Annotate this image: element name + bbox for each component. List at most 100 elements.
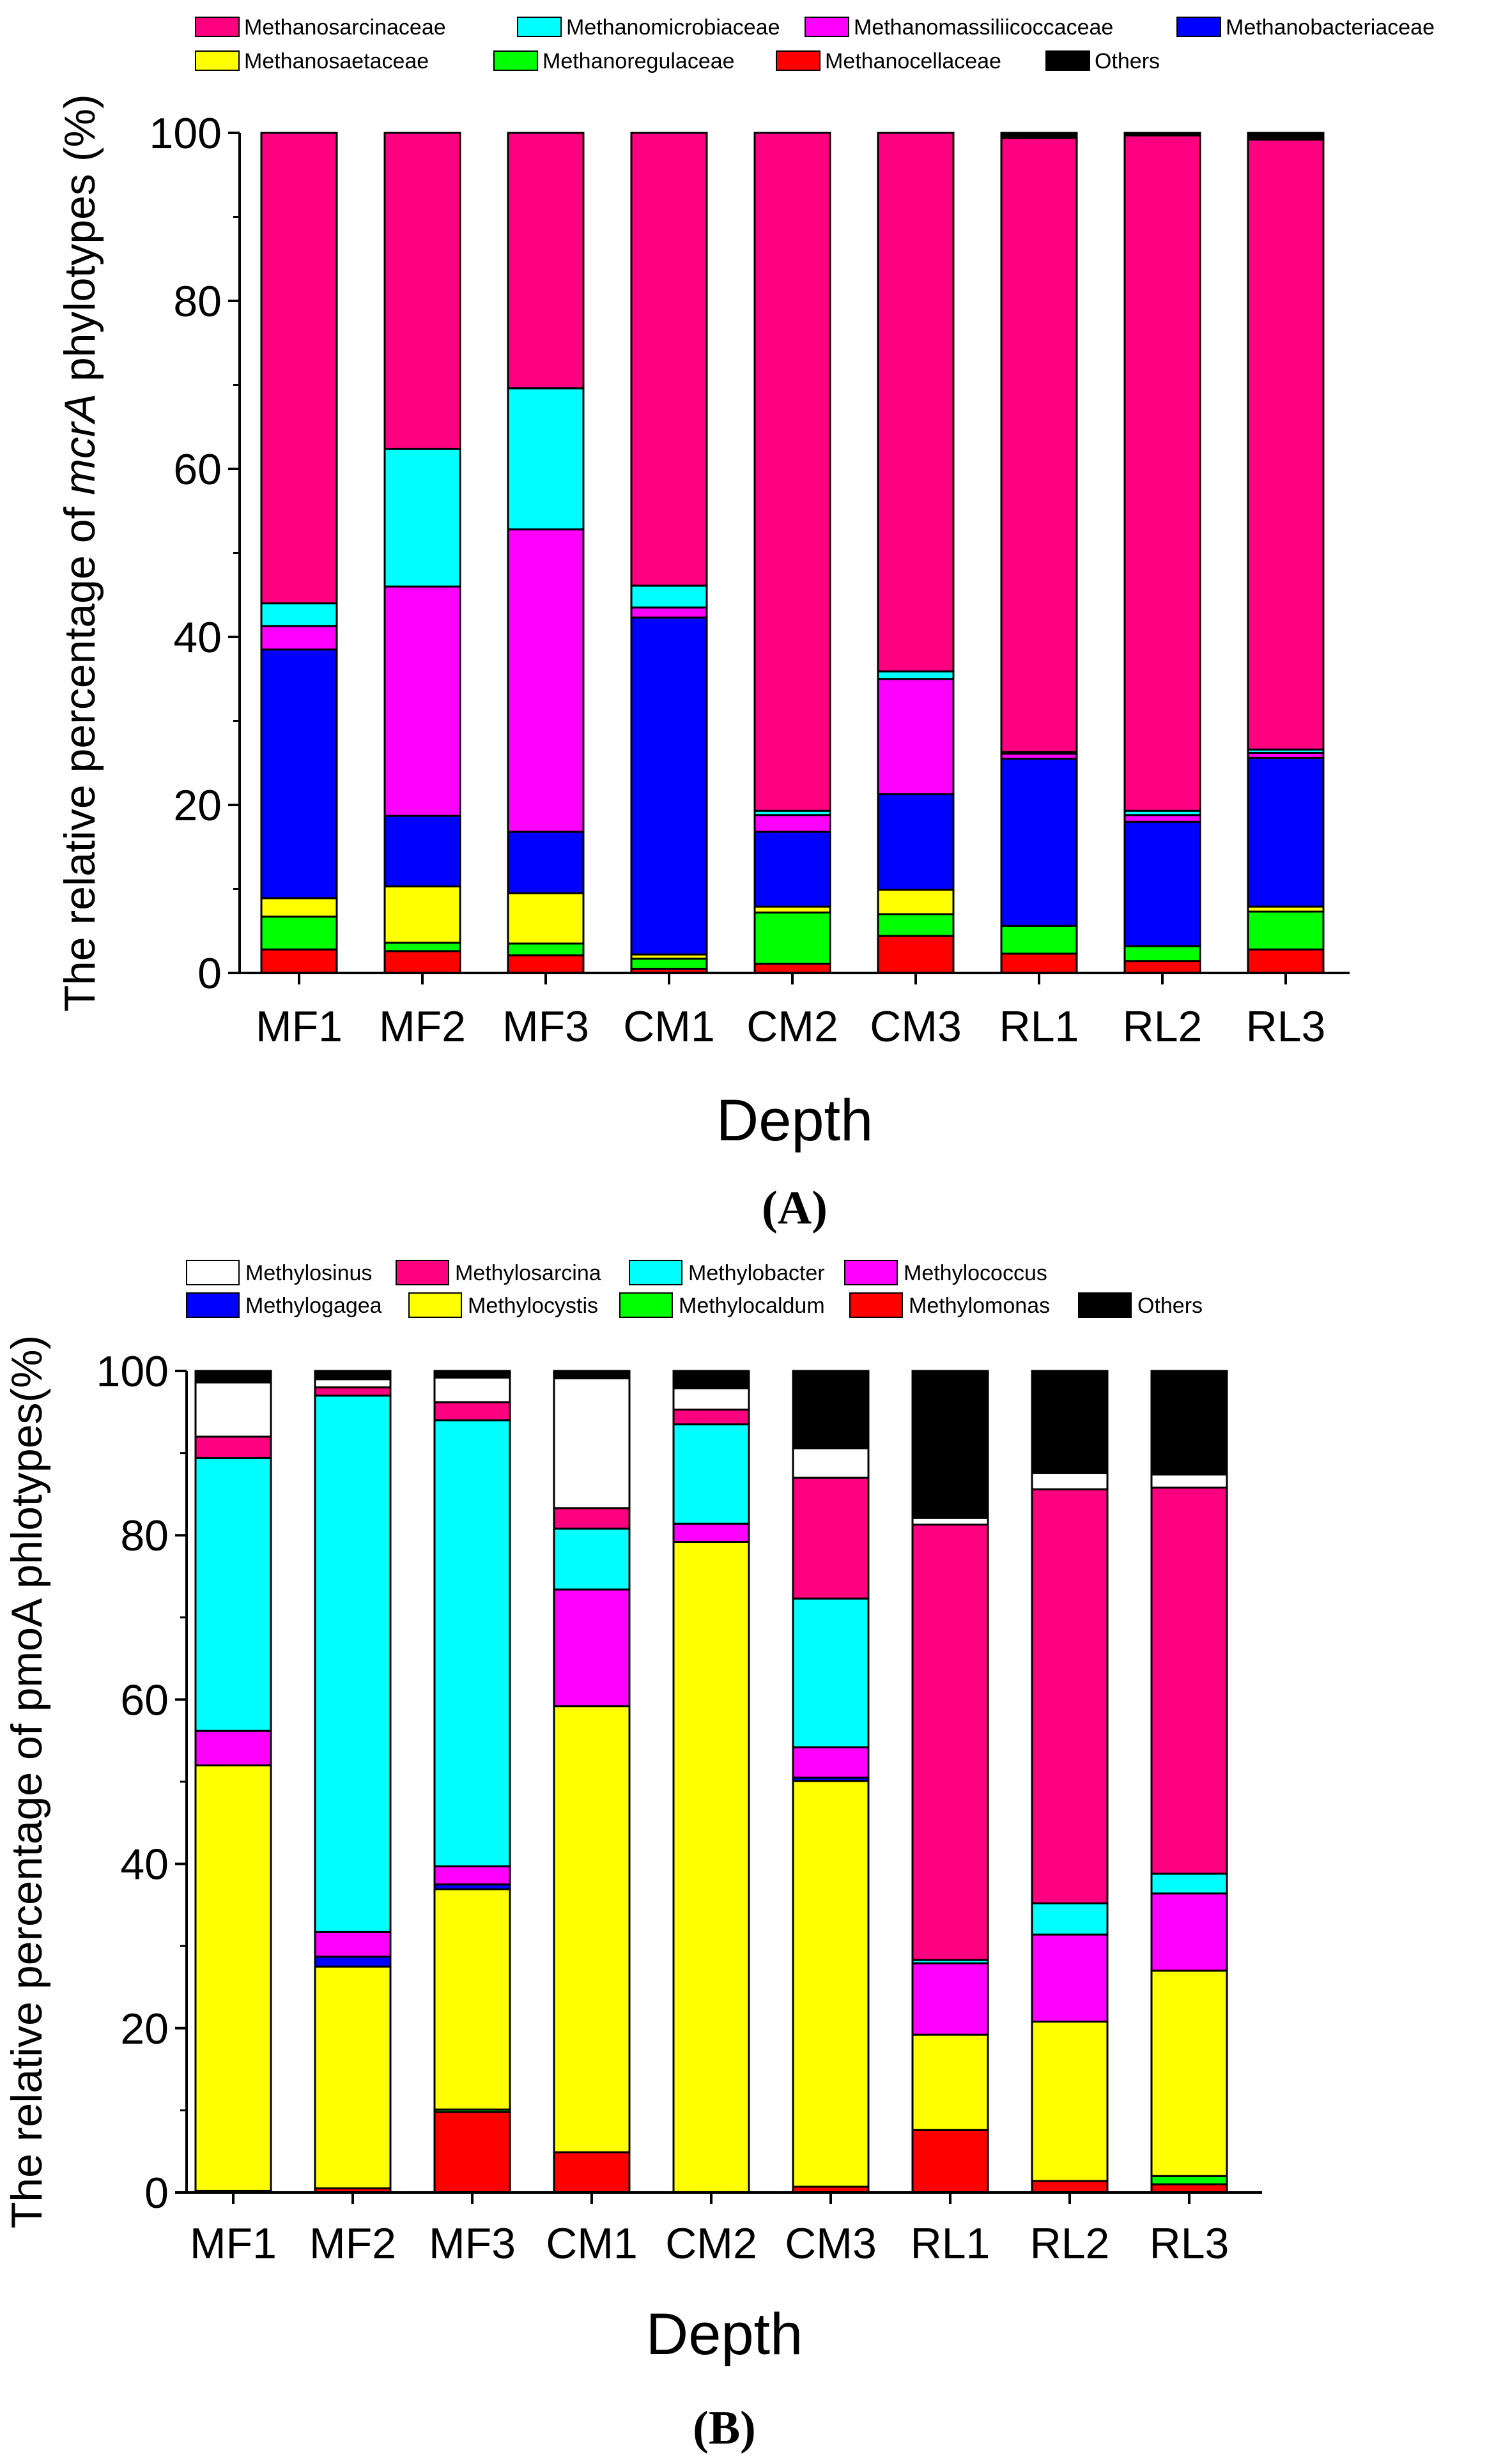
bars-group <box>194 1370 1228 2194</box>
bar-mf1-methanomassiliicoccaceae <box>260 625 338 651</box>
chart-panel-a: 0 20 40 60 80 100 MF1 MF2 MF3 CM1 CM2 CM3 RL1 RL2 RL3 D… <box>56 15 1435 1234</box>
y-tick-label-0: 0 <box>197 949 222 998</box>
y-tick-label-80: 80 <box>173 277 222 326</box>
bar-rl2-methanocellaceae <box>1123 960 1201 974</box>
bar-cm3-methanomassiliicoccaceae <box>877 678 955 795</box>
bar-cm2-methanoregulaceae <box>753 911 831 965</box>
x-tick-label-rl2: RL2 <box>1030 2219 1110 2268</box>
bar-rl2-methanoregulaceae <box>1123 945 1201 963</box>
bar-mf3-methanobacteriaceae <box>507 830 585 894</box>
legend-label-methylosinus: Methylosinus <box>245 1261 372 1285</box>
x-tick-label-mf2: MF2 <box>379 1002 466 1051</box>
bar-cm1-methylosarcina <box>553 1507 631 1530</box>
bar-cm3-methanomicrobiaceae <box>877 670 955 680</box>
y-tick-label-80: 80 <box>120 1511 169 1560</box>
bar-rl1-methylosinus <box>911 1517 989 1526</box>
bar-cm3-methanocellaceae <box>877 935 955 974</box>
bar-cm3-methanosaetaceae <box>877 889 955 915</box>
bar-rl2-methylocystis <box>1031 2021 1109 2182</box>
bar-cm3-others <box>792 1370 870 1450</box>
bar-cm2-methanomassiliicoccaceae <box>753 814 831 833</box>
legend-swatch-methylogagea <box>186 1292 240 1318</box>
x-tick-label-mf2: MF2 <box>309 2219 396 2268</box>
legend-label-methylocystis: Methylocystis <box>468 1294 598 1318</box>
bar-mf1-methylosinus <box>194 1381 272 1438</box>
bar-rl3-methylocystis <box>1150 1970 1228 2177</box>
bar-rl3-methylosinus <box>1150 1473 1228 1489</box>
legend-swatch-methylosinus <box>186 1260 240 1285</box>
bar-mf1-methanosarcinaceae <box>260 132 338 604</box>
bar-cm1-methanosarcinaceae <box>630 132 708 587</box>
bar-cm2-methylobacter <box>672 1423 750 1525</box>
bar-cm1-methylosinus <box>553 1377 631 1510</box>
bar-cm3-methanosarcinaceae <box>877 132 955 673</box>
y-tick-label-100: 100 <box>96 1347 169 1396</box>
bar-cm1-methanomicrobiaceae <box>630 585 708 609</box>
legend-label-methylocaldum: Methylocaldum <box>679 1294 825 1318</box>
legend-swatch-methylomonas <box>849 1292 903 1318</box>
legend-swatch-others <box>1078 1292 1132 1318</box>
bar-mf1-methanobacteriaceae <box>260 648 338 899</box>
panel-caption: (B) <box>693 2402 756 2454</box>
bar-rl1-others <box>911 1370 989 1519</box>
legend-label-methanocellaceae: Methanocellaceae <box>825 49 1001 73</box>
y-axis-title: The relative percentage of mcrA phylotyp… <box>56 94 104 1011</box>
x-axis-title: Depth <box>716 1088 874 1153</box>
legend-swatch-methylosarcina <box>396 1260 449 1285</box>
y-tick-label-0: 0 <box>144 2169 169 2217</box>
bar-rl1-methanobacteriaceae <box>1000 758 1078 927</box>
legend-label-methylobacter: Methylobacter <box>688 1261 825 1285</box>
legend-label-methylogagea: Methylogagea <box>245 1294 382 1318</box>
bar-mf1-methanoregulaceae <box>260 915 338 951</box>
x-tick-label-rl2: RL2 <box>1123 1002 1203 1051</box>
bar-rl2-others <box>1031 1370 1109 1474</box>
bar-mf2-others <box>314 1370 392 1381</box>
bar-rl3-others <box>1247 132 1325 141</box>
bar-cm2-methanosarcinaceae <box>753 132 831 812</box>
bar-mf3-methanocellaceae <box>507 954 585 974</box>
bar-mf3-methanoregulaceae <box>507 942 585 956</box>
y-axis-title-italic: mcrA <box>56 394 104 495</box>
bar-mf2-methylogagea <box>314 1955 392 1968</box>
bar-rl3-methanobacteriaceae <box>1247 756 1325 908</box>
bar-mf2-methanomassiliicoccaceae <box>383 585 461 817</box>
y-tick-label-40: 40 <box>173 613 222 662</box>
bar-mf1-methanomicrobiaceae <box>260 602 338 627</box>
bar-rl2-methanomassiliicoccaceae <box>1123 814 1201 823</box>
legend-label-methanobacteriaceae: Methanobacteriaceae <box>1226 15 1435 40</box>
bar-rl2-methanobacteriaceae <box>1123 820 1201 947</box>
y-axis-title-part: The relative percentage of pmoA phlotype… <box>3 1335 51 2229</box>
bar-cm2-others <box>672 1370 750 1389</box>
legend-swatch-methylobacter <box>629 1260 682 1285</box>
legend-label-methanomicrobiaceae: Methanomicrobiaceae <box>566 15 780 40</box>
legend: Methanosarcinaceae Methanomicrobiaceae Met… <box>195 15 1435 73</box>
y-axis-title-part: The relative percentage of <box>56 495 104 1012</box>
x-tick-label-cm3: CM3 <box>785 2219 877 2268</box>
x-tick-label-mf1: MF1 <box>256 1002 343 1051</box>
bar-cm2-methylosarcina <box>672 1408 750 1426</box>
x-tick-label-cm1: CM1 <box>623 1002 715 1051</box>
bar-mf3-methylococcus <box>433 1865 511 1886</box>
bar-mf3-methylocystis <box>433 1888 511 2111</box>
y-axis-title-part: phylotypes (%) <box>56 94 104 394</box>
y-tick-label-60: 60 <box>173 445 222 494</box>
legend-swatch-methylocystis <box>408 1292 462 1318</box>
bar-cm1-methanoregulaceae <box>630 958 708 970</box>
bar-mf1-methylocystis <box>194 1764 272 2192</box>
x-tick-label-rl3: RL3 <box>1150 2219 1229 2268</box>
bar-mf2-methylocystis <box>314 1965 392 2190</box>
bar-rl1-methylomonas <box>911 2129 989 2194</box>
legend: Methylosinus Methylosarcina Methylobacter M… <box>186 1260 1203 1318</box>
bar-rl1-methylosarcina <box>911 1523 989 1961</box>
y-tick-label-40: 40 <box>120 1840 169 1889</box>
bar-cm1-methylocystis <box>553 1705 631 2154</box>
legend-swatch-methanomicrobiaceae <box>517 17 562 37</box>
y-axis-title: The relative percentage of pmoA phlotype… <box>3 1335 51 2229</box>
bar-cm2-methanocellaceae <box>753 963 831 974</box>
bar-cm3-methylocystis <box>792 1780 870 2188</box>
bar-mf1-methanosaetaceae <box>260 897 338 918</box>
bar-mf2-methylosinus <box>314 1378 392 1389</box>
legend-label-methanoregulaceae: Methanoregulaceae <box>543 49 735 73</box>
bar-rl2-methylosinus <box>1031 1471 1109 1490</box>
